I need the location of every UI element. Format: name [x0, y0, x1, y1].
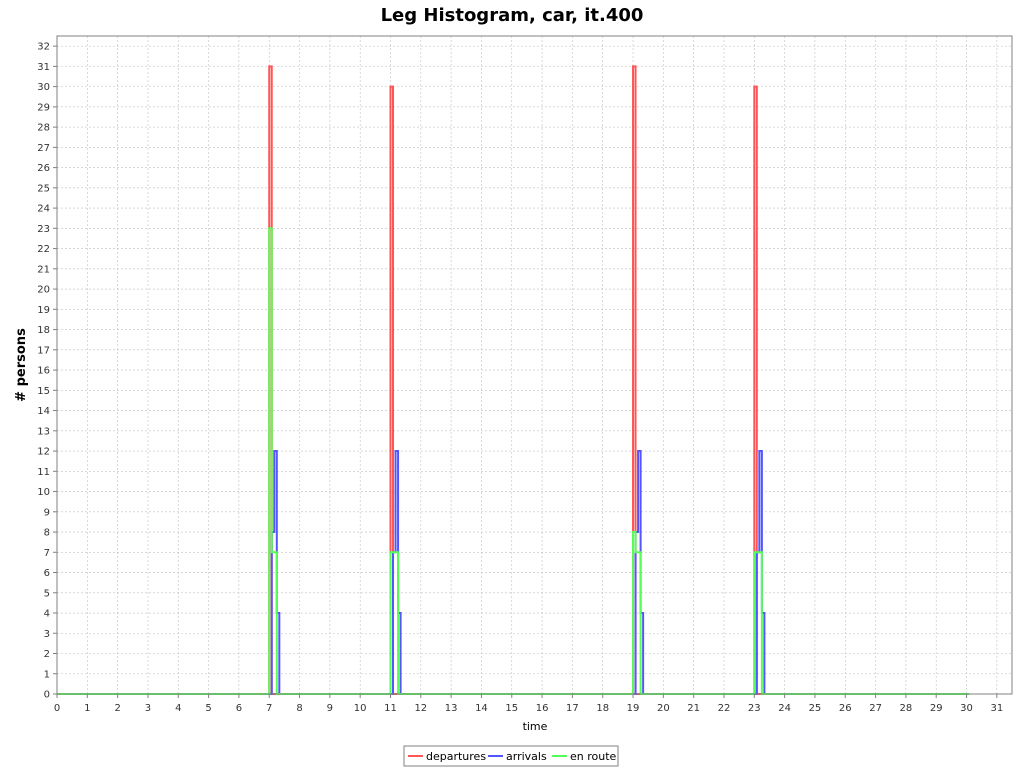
y-tick-label: 28: [37, 123, 50, 134]
y-tick-label: 22: [37, 244, 50, 255]
x-tick-label: 27: [869, 703, 882, 714]
y-tick-label: 30: [37, 82, 50, 93]
y-tick-label: 13: [37, 426, 50, 437]
x-tick-label: 10: [354, 703, 367, 714]
x-tick-label: 19: [627, 703, 640, 714]
y-tick-label: 7: [44, 548, 50, 559]
x-tick-label: 30: [960, 703, 973, 714]
y-tick-label: 1: [44, 669, 50, 680]
y-tick-label: 19: [37, 305, 50, 316]
x-tick-label: 28: [900, 703, 913, 714]
x-tick-label: 18: [596, 703, 609, 714]
y-tick-label: 6: [44, 568, 50, 579]
y-tick-label: 16: [37, 366, 50, 377]
y-axis-label: # persons: [14, 328, 29, 402]
x-tick-label: 13: [445, 703, 458, 714]
x-tick-label: 14: [475, 703, 488, 714]
y-tick-label: 25: [37, 183, 50, 194]
y-tick-label: 0: [44, 690, 50, 701]
legend-label-arrivals: arrivals: [506, 750, 547, 763]
y-tick-label: 23: [37, 224, 50, 235]
x-tick-label: 8: [296, 703, 302, 714]
y-tick-label: 26: [37, 163, 50, 174]
y-tick-label: 8: [44, 528, 50, 539]
x-tick-label: 26: [839, 703, 852, 714]
x-tick-label: 6: [236, 703, 242, 714]
x-tick-label: 25: [809, 703, 822, 714]
y-tick-label: 5: [44, 588, 50, 599]
x-tick-label: 20: [657, 703, 670, 714]
x-tick-label: 5: [205, 703, 211, 714]
y-tick-label: 18: [37, 325, 50, 336]
y-tick-label: 21: [37, 264, 50, 275]
legend-label-departures: departures: [426, 750, 486, 763]
x-tick-label: 1: [84, 703, 90, 714]
x-tick-label: 16: [536, 703, 549, 714]
y-tick-label: 3: [44, 629, 50, 640]
x-tick-label: 24: [778, 703, 791, 714]
y-tick-label: 4: [44, 609, 50, 620]
chart-title: Leg Histogram, car, it.400: [381, 5, 644, 26]
x-tick-label: 9: [327, 703, 333, 714]
x-tick-label: 7: [266, 703, 272, 714]
x-tick-label: 15: [505, 703, 518, 714]
x-tick-label: 0: [54, 703, 60, 714]
legend-label-en-route: en route: [570, 750, 617, 763]
x-tick-label: 3: [145, 703, 151, 714]
y-tick-label: 2: [44, 649, 50, 660]
y-tick-label: 14: [37, 406, 50, 417]
y-tick-label: 20: [37, 285, 50, 296]
x-axis-label: time: [523, 720, 548, 733]
y-tick-label: 12: [37, 447, 50, 458]
x-tick-label: 29: [930, 703, 943, 714]
x-tick-label: 17: [566, 703, 579, 714]
legend: departures arrivals en route: [403, 745, 619, 767]
x-tick-label: 31: [990, 703, 1003, 714]
y-tick-label: 17: [37, 345, 50, 356]
x-tick-label: 11: [384, 703, 397, 714]
x-tick-label: 21: [687, 703, 700, 714]
x-tick-label: 4: [175, 703, 181, 714]
x-tick-label: 2: [114, 703, 120, 714]
y-tick-label: 24: [37, 204, 50, 215]
x-tick-label: 12: [414, 703, 427, 714]
y-tick-label: 15: [37, 386, 50, 397]
y-tick-label: 31: [37, 62, 50, 73]
y-tick-label: 10: [37, 487, 50, 498]
x-tick-label: 22: [718, 703, 731, 714]
y-tick-label: 9: [44, 507, 50, 518]
y-tick-label: 32: [37, 42, 50, 53]
x-tick-label: 23: [748, 703, 761, 714]
y-tick-label: 27: [37, 143, 50, 154]
y-tick-label: 29: [37, 102, 50, 113]
y-tick-label: 11: [37, 467, 50, 478]
